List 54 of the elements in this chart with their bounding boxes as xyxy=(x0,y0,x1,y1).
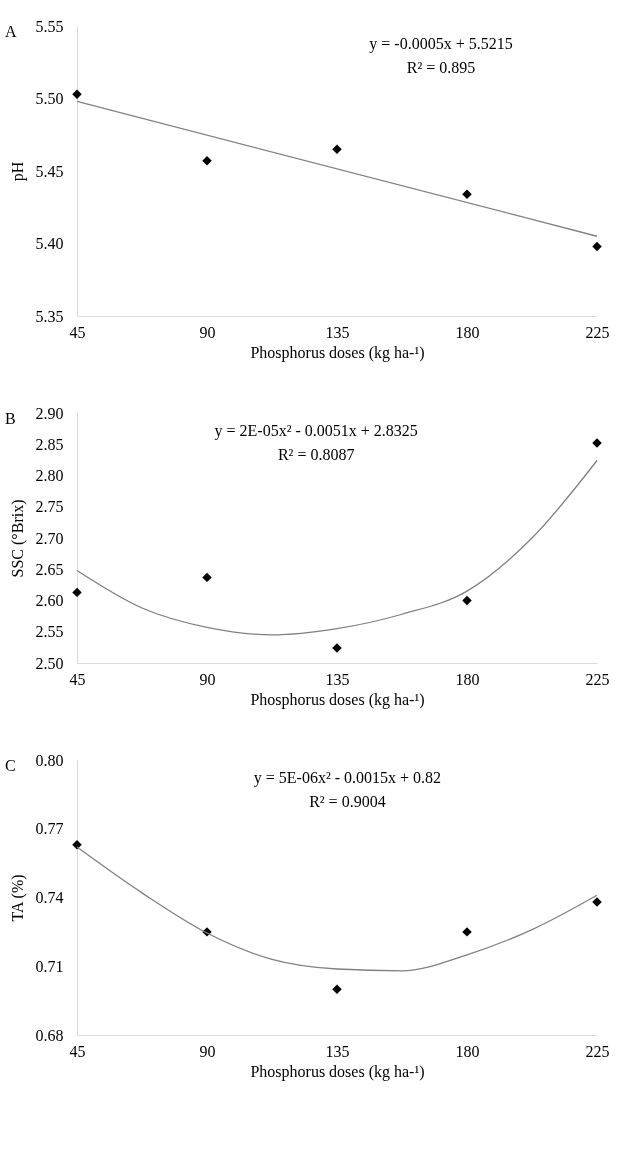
annotation: y = 5E-06x² - 0.0015x + 0.82 xyxy=(253,769,442,787)
point xyxy=(592,241,602,252)
y-tick-label: 5.55 xyxy=(35,17,64,35)
point xyxy=(72,587,82,598)
x-tick-label: 45 xyxy=(69,1042,86,1060)
annotation: y = 2E-05x² - 0.0051x + 2.8325 xyxy=(214,422,418,440)
x-tick-label: 225 xyxy=(585,1042,610,1060)
text: A xyxy=(5,23,17,40)
y-tick-label: 5.40 xyxy=(35,235,64,252)
x-tick-label: 45 xyxy=(69,670,86,688)
x-tick-label: 90 xyxy=(199,323,216,341)
y-tick-label: 2.65 xyxy=(35,560,64,578)
x-tick-label: 135 xyxy=(325,1042,350,1060)
y-tick-label: 5.45 xyxy=(35,162,64,180)
annotation: y = -0.0005x + 5.5215 xyxy=(369,35,513,53)
point xyxy=(202,572,212,583)
y-tick-label: 0.80 xyxy=(35,751,64,769)
text: B xyxy=(5,410,16,427)
x-tick-label: 90 xyxy=(199,1042,216,1060)
annotation: R² = 0.895 xyxy=(406,59,476,76)
x-tick-label: 90 xyxy=(199,670,216,688)
y-tick-label: 5.35 xyxy=(35,307,64,325)
x-tick-label: 135 xyxy=(325,670,350,688)
y-tick-label: 0.77 xyxy=(35,820,64,838)
y-tick-label: 2.90 xyxy=(35,404,64,422)
annotation: R² = 0.9004 xyxy=(309,793,386,810)
x-tick-label: 180 xyxy=(455,670,480,688)
x-axis-title: Phosphorus doses (kg ha-¹) xyxy=(250,1062,425,1081)
y-tick-label: 5.50 xyxy=(35,90,64,107)
y-tick-label: 2.80 xyxy=(35,467,64,484)
x-tick-label: 225 xyxy=(585,670,610,688)
x-tick-label: 180 xyxy=(455,1042,480,1060)
y-tick-label: 2.75 xyxy=(35,498,64,516)
y-tick-label: 2.55 xyxy=(35,623,64,641)
y-tick-label: 0.71 xyxy=(35,957,64,975)
x-axis-title: Phosphorus doses (kg ha-¹) xyxy=(250,343,425,362)
x-tick-label: 225 xyxy=(585,323,610,341)
y-tick-label: 2.85 xyxy=(35,435,64,453)
y-axis-title: pH xyxy=(8,161,27,182)
point xyxy=(462,595,472,606)
y-axis-title: TA (%) xyxy=(8,874,27,922)
x-tick-label: 180 xyxy=(455,323,480,341)
y-tick-label: 2.50 xyxy=(35,654,64,672)
y-tick-label: 2.70 xyxy=(35,529,64,547)
annotation: R² = 0.8087 xyxy=(277,446,355,463)
x-tick-label: 45 xyxy=(69,323,86,341)
y-tick-label: 0.68 xyxy=(35,1026,64,1044)
y-tick-label: 2.60 xyxy=(35,592,64,609)
x-axis-title: Phosphorus doses (kg ha-¹) xyxy=(250,690,425,709)
y-tick-label: 0.74 xyxy=(35,889,64,906)
text: C xyxy=(5,757,16,774)
line-series xyxy=(76,459,598,636)
x-tick-label: 135 xyxy=(325,323,350,341)
y-axis-title: SSC (°Brix) xyxy=(8,499,27,578)
